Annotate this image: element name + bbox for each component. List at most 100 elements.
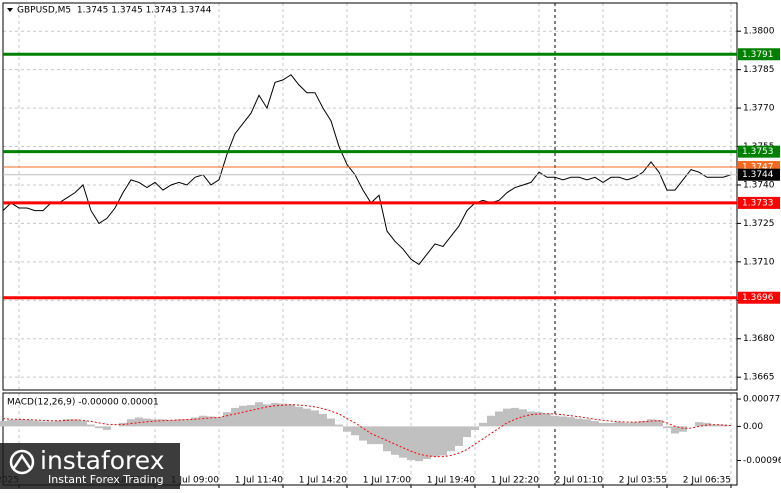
macd-bar xyxy=(0,421,7,427)
watermark-slogan: Instant Forex Trading xyxy=(48,473,164,486)
macd-bar xyxy=(127,419,135,427)
macd-bar xyxy=(495,411,503,427)
y-tick-label: 1.3680 xyxy=(743,334,775,344)
y-tick-label: 1.3785 xyxy=(743,65,775,75)
x-tick-label: 1 Jul 09:00 xyxy=(171,476,220,486)
level-label: 1.3696 xyxy=(742,293,774,303)
macd-bar xyxy=(719,424,727,427)
macd-bar xyxy=(207,416,215,427)
macd-bar xyxy=(383,426,391,452)
macd-bar xyxy=(439,426,447,456)
macd-bar xyxy=(415,426,423,462)
price-line xyxy=(2,74,732,266)
macd-bar xyxy=(39,421,47,427)
macd-bar xyxy=(71,419,79,427)
macd-bar xyxy=(31,420,39,427)
level-label-box xyxy=(738,291,780,304)
macd-bar xyxy=(631,422,639,427)
macd-bar xyxy=(103,426,111,430)
x-tick-label: 1 Jul 11:40 xyxy=(235,476,284,486)
macd-bar xyxy=(423,426,431,460)
macd-bar xyxy=(255,402,263,427)
macd-bar xyxy=(135,417,143,427)
level-label: 1.3733 xyxy=(742,198,774,208)
macd-bar xyxy=(351,426,359,436)
macd-bar xyxy=(407,426,415,461)
watermark-logo xyxy=(9,449,35,475)
macd-bar xyxy=(159,419,167,427)
macd-bar xyxy=(559,416,567,427)
macd-bar xyxy=(567,417,575,427)
macd-bar xyxy=(639,421,647,427)
watermark-logo-mark xyxy=(12,453,32,469)
y-tick-label: 1.3725 xyxy=(743,219,775,229)
macd-bar xyxy=(359,426,367,441)
macd-bar xyxy=(703,422,711,427)
level-label-box xyxy=(738,196,780,209)
macd-bar xyxy=(223,412,231,427)
macd-bar xyxy=(143,418,151,427)
level-label-box xyxy=(738,168,780,181)
macd-bar xyxy=(575,418,583,427)
x-tick-label: 2 Jul 01:10 xyxy=(555,476,604,486)
macd-bar xyxy=(95,426,103,429)
macd-bar xyxy=(367,426,375,445)
macd-bar xyxy=(151,419,159,427)
macd-bar xyxy=(695,422,703,427)
macd-bar xyxy=(447,426,455,452)
macd-title: MACD(12,26,9) -0.00000 0.00001 xyxy=(7,398,159,408)
watermark: instaforex Instant Forex Trading xyxy=(0,443,180,489)
macd-bar xyxy=(511,407,519,427)
macd-bar xyxy=(535,412,543,427)
macd-bar xyxy=(271,402,279,427)
macd-bar xyxy=(167,419,175,427)
macd-bar xyxy=(503,408,511,427)
macd-bar xyxy=(343,426,351,432)
y-tick-label: 1.3710 xyxy=(743,257,775,267)
macd-bar xyxy=(679,426,687,432)
macd-bar xyxy=(391,426,399,455)
macd-bar xyxy=(191,417,199,427)
y-tick-label: 1.3800 xyxy=(743,27,775,37)
y-tick-label: 1.3740 xyxy=(743,180,775,190)
macd-bar xyxy=(55,420,63,427)
macd-bar xyxy=(583,419,591,427)
y-tick-label: 0.00077 xyxy=(743,395,780,405)
macd-bar xyxy=(551,415,559,427)
macd-bar xyxy=(607,422,615,427)
macd-bar xyxy=(327,418,335,427)
level-label: 1.3791 xyxy=(742,50,774,60)
macd-bar xyxy=(247,405,255,427)
macd-bar xyxy=(711,424,719,427)
macd-bar xyxy=(399,426,407,458)
macd-bar xyxy=(463,426,471,438)
macd-bar xyxy=(215,417,223,427)
x-tick-label: 2 Jul 03:55 xyxy=(619,476,667,486)
level-label: 1.3753 xyxy=(742,147,774,157)
macd-bar xyxy=(335,424,343,427)
macd-bar xyxy=(599,422,607,427)
macd-bar xyxy=(175,419,183,427)
symbol-menu-icon[interactable] xyxy=(7,8,13,12)
x-tick-label: 1 Jul 19:40 xyxy=(427,476,476,486)
macd-bar xyxy=(23,419,31,427)
macd-bar xyxy=(655,419,663,427)
signal-line xyxy=(2,404,732,458)
macd-bar xyxy=(239,405,247,427)
macd-bar xyxy=(63,419,71,427)
macd-bar xyxy=(527,411,535,427)
chart-title: GBPUSD,M5 1.3745 1.3745 1.3743 1.3744 xyxy=(17,6,212,16)
macd-bar xyxy=(479,422,487,427)
macd-bar xyxy=(87,424,95,427)
x-tick-label: 2 Jul 06:35 xyxy=(683,476,731,486)
macd-bar xyxy=(287,404,295,427)
macd-bar xyxy=(279,403,287,427)
macd-bar xyxy=(231,407,239,427)
y-tick-label: 1.3665 xyxy=(743,373,775,383)
macd-bar xyxy=(431,426,439,457)
macd-bar xyxy=(295,406,303,427)
macd-bar xyxy=(15,419,23,427)
level-label: 1.3747 xyxy=(742,163,774,173)
macd-bar xyxy=(7,419,15,427)
